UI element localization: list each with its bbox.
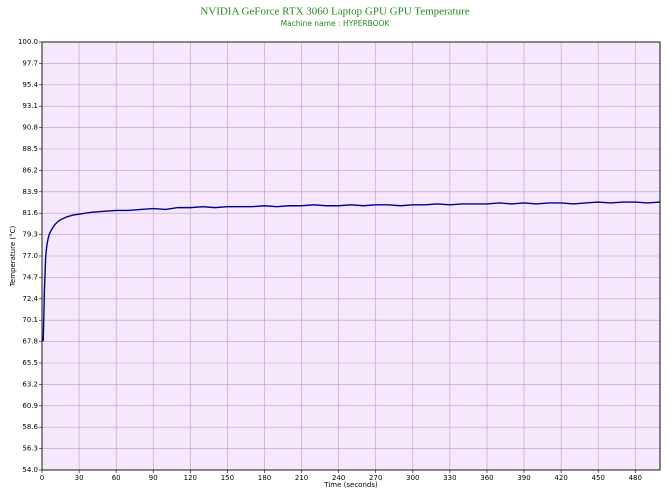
- y-tick-label: 88.5: [22, 145, 38, 153]
- y-tick-label: 90.8: [22, 124, 38, 132]
- y-tick-label: 95.4: [22, 81, 38, 89]
- y-tick-label: 60.9: [22, 402, 38, 410]
- y-tick-label: 86.2: [22, 166, 38, 174]
- chart-subtitle: Machine name : HYPERBOOK: [281, 19, 391, 28]
- data-line: [41, 201, 661, 342]
- x-tick-label: 300: [406, 474, 419, 482]
- chart-title: NVIDIA GeForce RTX 3060 Laptop GPU GPU T…: [200, 6, 469, 18]
- y-tick-label: 56.3: [22, 445, 38, 453]
- x-tick-label: 270: [369, 474, 382, 482]
- y-tick-label: 72.4: [22, 295, 38, 303]
- x-tick-label: 420: [554, 474, 567, 482]
- y-tick-label: 97.7: [22, 59, 38, 67]
- x-tick-label: 30: [75, 474, 84, 482]
- y-tick-label: 54.0: [22, 466, 38, 474]
- x-tick-label: 0: [40, 474, 44, 482]
- x-tick-label: 360: [480, 474, 493, 482]
- x-tick-label: 60: [112, 474, 121, 482]
- y-tick-label: 100.0: [18, 38, 38, 46]
- x-tick-label: 450: [592, 474, 605, 482]
- y-axis-label: Temperature (°C): [9, 226, 17, 288]
- y-tick-label: 83.9: [22, 188, 38, 196]
- x-tick-label: 390: [517, 474, 530, 482]
- x-tick-label: 150: [221, 474, 234, 482]
- x-tick-label: 480: [629, 474, 642, 482]
- x-tick-label: 330: [443, 474, 456, 482]
- y-tick-label: 77.0: [22, 252, 38, 260]
- x-tick-label: 90: [149, 474, 158, 482]
- x-tick-label: 180: [258, 474, 271, 482]
- plot-border: [41, 41, 661, 471]
- x-tick-label: 240: [332, 474, 345, 482]
- y-tick-label: 81.6: [22, 209, 38, 217]
- y-tick-label: 74.7: [22, 273, 38, 281]
- x-axis-label: Time (seconds): [323, 481, 378, 489]
- y-tick-label: 58.6: [22, 423, 38, 431]
- y-tick-label: 67.8: [22, 338, 38, 346]
- x-tick-label: 210: [295, 474, 308, 482]
- y-tick-label: 63.2: [22, 380, 38, 388]
- y-tick-label: 93.1: [22, 102, 38, 110]
- y-tick-label: 79.3: [22, 231, 38, 239]
- y-tick-label: 70.1: [22, 316, 38, 324]
- x-tick-label: 120: [184, 474, 197, 482]
- y-tick-label: 65.5: [22, 359, 38, 367]
